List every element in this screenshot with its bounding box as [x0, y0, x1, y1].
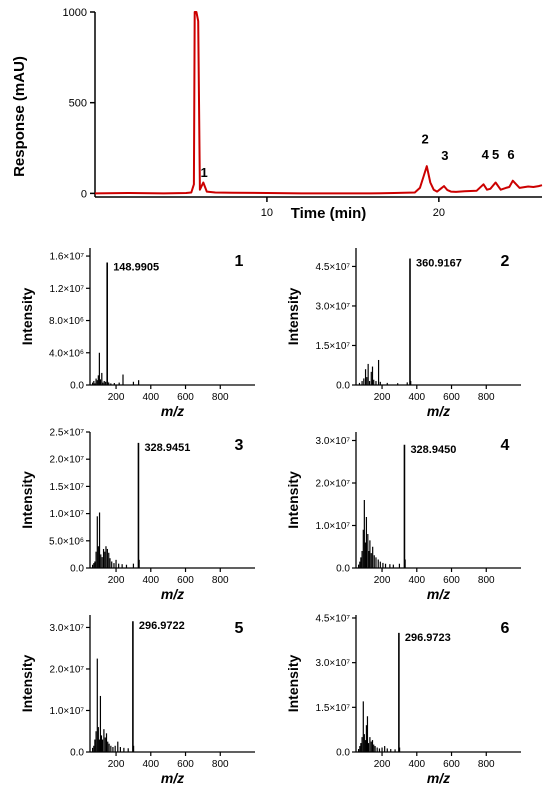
- y-tick-label: 0: [81, 188, 87, 200]
- y-tick-label: 1.2×10⁷: [50, 284, 85, 295]
- x-tick-label: 200: [374, 759, 391, 770]
- y-tick-label: 2.0×10⁷: [50, 664, 85, 675]
- x-axis-title: m/z: [161, 586, 184, 602]
- x-tick-label: 800: [212, 392, 229, 403]
- x-tick-label: 200: [108, 392, 125, 403]
- x-tick-label: 400: [142, 392, 159, 403]
- x-tick-label: 600: [177, 759, 194, 770]
- peak-annotation: 3: [441, 148, 448, 163]
- y-tick-label: 1.6×10⁷: [50, 252, 85, 263]
- y-tick-label: 0.0: [70, 381, 84, 392]
- mass-spectra-panels: 0.0 4.0×10⁶ 8.0×10⁶ 1.2×10⁷ 1.6×10⁷ 200 400 600…: [19, 248, 521, 786]
- y-tick-label: 8.0×10⁶: [49, 316, 84, 327]
- x-axis-title: m/z: [161, 403, 184, 419]
- y-tick-label: 1.0×10⁷: [50, 509, 85, 520]
- x-axis-title: Time (min): [291, 205, 367, 222]
- x-tick-label: 400: [408, 575, 425, 586]
- x-tick-label: 800: [212, 575, 229, 586]
- x-tick-label: 400: [142, 759, 159, 770]
- y-tick-label: 0.0: [70, 564, 84, 575]
- y-tick-label: 3.0×10⁷: [50, 623, 85, 634]
- y-tick-label: 4.5×10⁷: [316, 262, 351, 273]
- x-tick-label: 400: [408, 392, 425, 403]
- x-tick-label: 400: [142, 575, 159, 586]
- y-tick-label: 1.5×10⁷: [50, 482, 85, 493]
- y-tick-label: 1.0×10⁷: [316, 521, 351, 532]
- peak-annotation: 1: [201, 165, 208, 180]
- x-axis-title: m/z: [427, 770, 450, 786]
- y-tick-label: 500: [69, 98, 87, 110]
- panel-number: 2: [501, 253, 510, 270]
- y-tick-label: 5.0×10⁶: [49, 536, 84, 547]
- ms-panel-6: 0.0 1.5×10⁷ 3.0×10⁷ 4.5×10⁷ 200 400 600 800 m/z I…: [285, 613, 521, 786]
- y-tick-label: 0.0: [336, 381, 350, 392]
- x-tick-label: 200: [374, 392, 391, 403]
- panel-number: 4: [501, 437, 510, 454]
- x-tick-label: 600: [443, 759, 460, 770]
- base-peak-label: 328.9451: [144, 442, 190, 454]
- y-axis-title: Response (mAU): [11, 56, 28, 177]
- chromatogram: 0 500 1000 10 20 Time (min) Response (mAU) 1 23 4…: [11, 7, 543, 222]
- x-tick-label: 400: [408, 759, 425, 770]
- chromatogram-trace: [94, 11, 543, 195]
- x-tick-label: 800: [478, 759, 495, 770]
- panel-number: 5: [235, 620, 244, 637]
- y-tick-label: 1.5×10⁷: [316, 703, 351, 714]
- ms-panel-5: 0.0 1.0×10⁷ 2.0×10⁷ 3.0×10⁷ 200 400 600 800 m/z I…: [19, 615, 255, 786]
- y-tick-label: 2.0×10⁷: [50, 455, 85, 466]
- ms-panel-3: 0.0 5.0×10⁶ 1.0×10⁷ 1.5×10⁷ 2.0×10⁷ 2.5×10⁷ 20…: [19, 428, 255, 602]
- x-tick-label: 200: [108, 575, 125, 586]
- x-tick-label: 600: [443, 575, 460, 586]
- y-tick-label: 1000: [63, 7, 87, 19]
- ms-panel-2: 0.0 1.5×10⁷ 3.0×10⁷ 4.5×10⁷ 200 400 600 800 m/z I…: [285, 248, 521, 419]
- x-axis-title: m/z: [161, 770, 184, 786]
- x-axis-title: m/z: [427, 586, 450, 602]
- x-tick-label: 200: [108, 759, 125, 770]
- x-tick-label: 800: [212, 759, 229, 770]
- y-axis-title: Intensity: [285, 288, 301, 346]
- x-tick-label: 200: [374, 575, 391, 586]
- y-axis-title: Intensity: [19, 655, 35, 713]
- peak-annotation: 2: [421, 131, 428, 146]
- peak-annotation: 6: [507, 147, 514, 162]
- y-tick-label: 4.5×10⁷: [316, 613, 351, 624]
- panel-number: 1: [235, 253, 244, 270]
- y-tick-label: 3.0×10⁷: [316, 436, 351, 447]
- peak-annotation: 5: [492, 147, 499, 162]
- y-tick-label: 2.5×10⁷: [50, 428, 85, 439]
- x-tick-label: 600: [177, 575, 194, 586]
- y-tick-label: 4.0×10⁶: [49, 348, 84, 359]
- y-axis-title: Intensity: [285, 471, 301, 529]
- base-peak-label: 296.9722: [139, 620, 185, 632]
- y-tick-label: 1.0×10⁷: [50, 706, 85, 717]
- y-tick-label: 2.0×10⁷: [316, 479, 351, 490]
- x-tick-label: 600: [177, 392, 194, 403]
- base-peak-label: 296.9723: [405, 632, 451, 644]
- x-tick-label: 600: [443, 392, 460, 403]
- y-tick-label: 3.0×10⁷: [316, 658, 351, 669]
- x-tick-label: 20: [433, 207, 445, 219]
- y-tick-label: 0.0: [70, 748, 84, 759]
- x-tick-label: 10: [261, 207, 273, 219]
- x-tick-label: 800: [478, 392, 495, 403]
- y-axis-title: Intensity: [19, 288, 35, 346]
- y-tick-label: 0.0: [336, 564, 350, 575]
- peak-annotation: 4: [482, 147, 490, 162]
- y-tick-label: 3.0×10⁷: [316, 301, 351, 312]
- y-axis-title: Intensity: [19, 471, 35, 529]
- x-axis-title: m/z: [427, 403, 450, 419]
- y-tick-label: 0.0: [336, 748, 350, 759]
- ms-panel-4: 0.0 1.0×10⁷ 2.0×10⁷ 3.0×10⁷ 200 400 600 800 m/z I…: [285, 432, 521, 602]
- ms-panel-1: 0.0 4.0×10⁶ 8.0×10⁶ 1.2×10⁷ 1.6×10⁷ 200 400 600…: [19, 248, 255, 419]
- base-peak-label: 328.9450: [410, 444, 456, 456]
- x-tick-label: 800: [478, 575, 495, 586]
- panel-number: 6: [501, 620, 510, 637]
- base-peak-label: 148.9905: [113, 262, 159, 274]
- base-peak-label: 360.9167: [416, 258, 462, 270]
- y-tick-label: 1.5×10⁷: [316, 341, 351, 352]
- y-axis-title: Intensity: [285, 655, 301, 713]
- panel-number: 3: [235, 437, 244, 454]
